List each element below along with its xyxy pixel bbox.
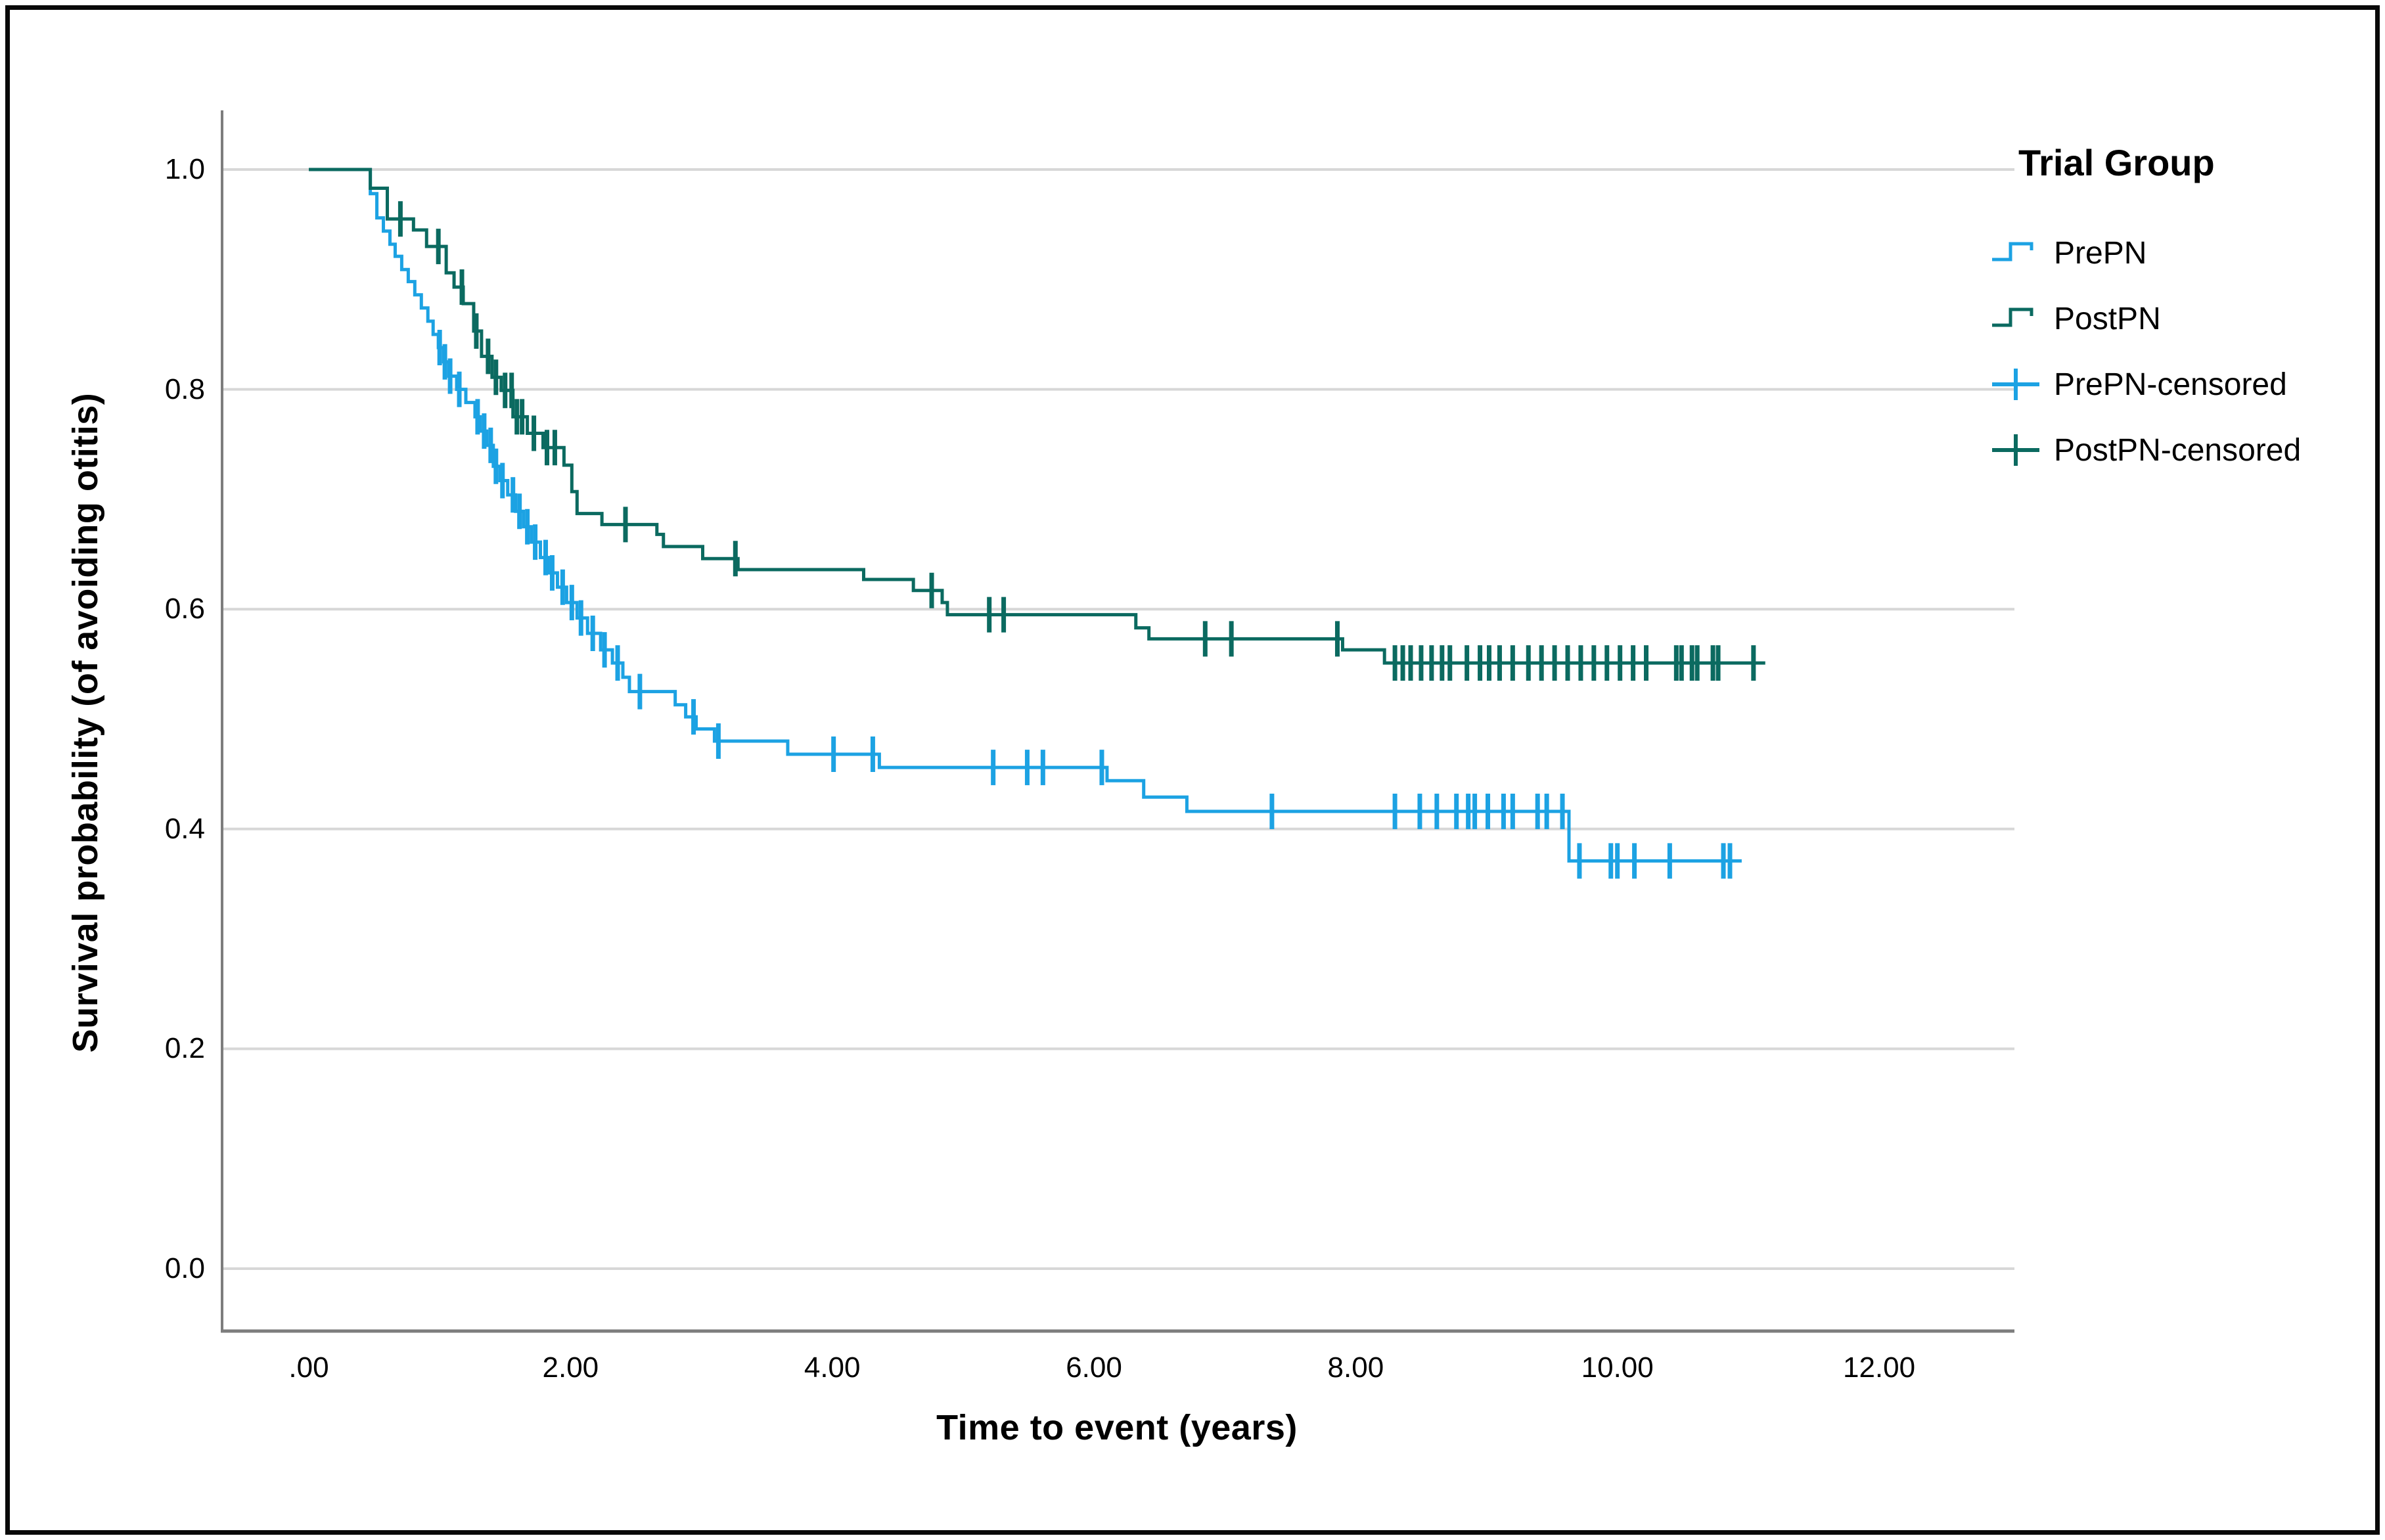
legend-label: PrePN-censored: [2054, 367, 2287, 402]
legend-item-prepn-censored: PrePN-censored: [1991, 351, 2375, 417]
y-axis-title: Survival probability (of avoiding otitis…: [66, 392, 105, 1053]
y-tick-label-0.8: 0.8: [164, 373, 205, 405]
legend-label: PrePN: [2054, 235, 2147, 271]
legend-label: PostPN-censored: [2054, 432, 2302, 468]
x-tick-label-.00: .00: [288, 1351, 329, 1384]
censor-cross-icon: [1992, 434, 2039, 466]
y-tick-label-0.0: 0.0: [164, 1252, 205, 1284]
curve-postpn: [309, 168, 1765, 665]
censor-cross-icon: [1992, 369, 2039, 400]
y-tick-label-0.4: 0.4: [164, 812, 205, 845]
x-tick-label-2.00: 2.00: [542, 1351, 599, 1384]
x-tick-label-12.00: 12.00: [1842, 1351, 1916, 1384]
legend-title: Trial Group: [2018, 142, 2215, 183]
x-tick-label-6.00: 6.00: [1066, 1351, 1122, 1384]
step-line-icon: [1992, 307, 2033, 327]
legend-item-postpn-censored: PostPN-censored: [1991, 417, 2375, 483]
curve-prepn: [309, 168, 1742, 863]
legend-item-postpn: PostPN: [1991, 286, 2375, 351]
y-tick-label-0.2: 0.2: [164, 1032, 205, 1065]
x-tick-label-8.00: 8.00: [1327, 1351, 1384, 1384]
x-tick-label-10.00: 10.00: [1581, 1351, 1654, 1384]
legend-items: PrePN PostPN PrePN-censored PostPN-censored: [1991, 220, 2375, 483]
y-tick-label-0.6: 0.6: [164, 593, 205, 625]
x-axis-title: Time to event (years): [936, 1408, 1298, 1447]
y-tick-label-1.0: 1.0: [164, 153, 205, 185]
figure-border: Survival probability (of avoiding otitis…: [5, 5, 2380, 1535]
step-line-icon: [1992, 242, 2033, 261]
legend-item-prepn: PrePN: [1991, 220, 2375, 286]
legend: Trial Group PrePN PostPN PrePN-censored Pos…: [1991, 141, 2375, 483]
x-tick-label-4.00: 4.00: [804, 1351, 861, 1384]
legend-label: PostPN: [2054, 301, 2161, 336]
